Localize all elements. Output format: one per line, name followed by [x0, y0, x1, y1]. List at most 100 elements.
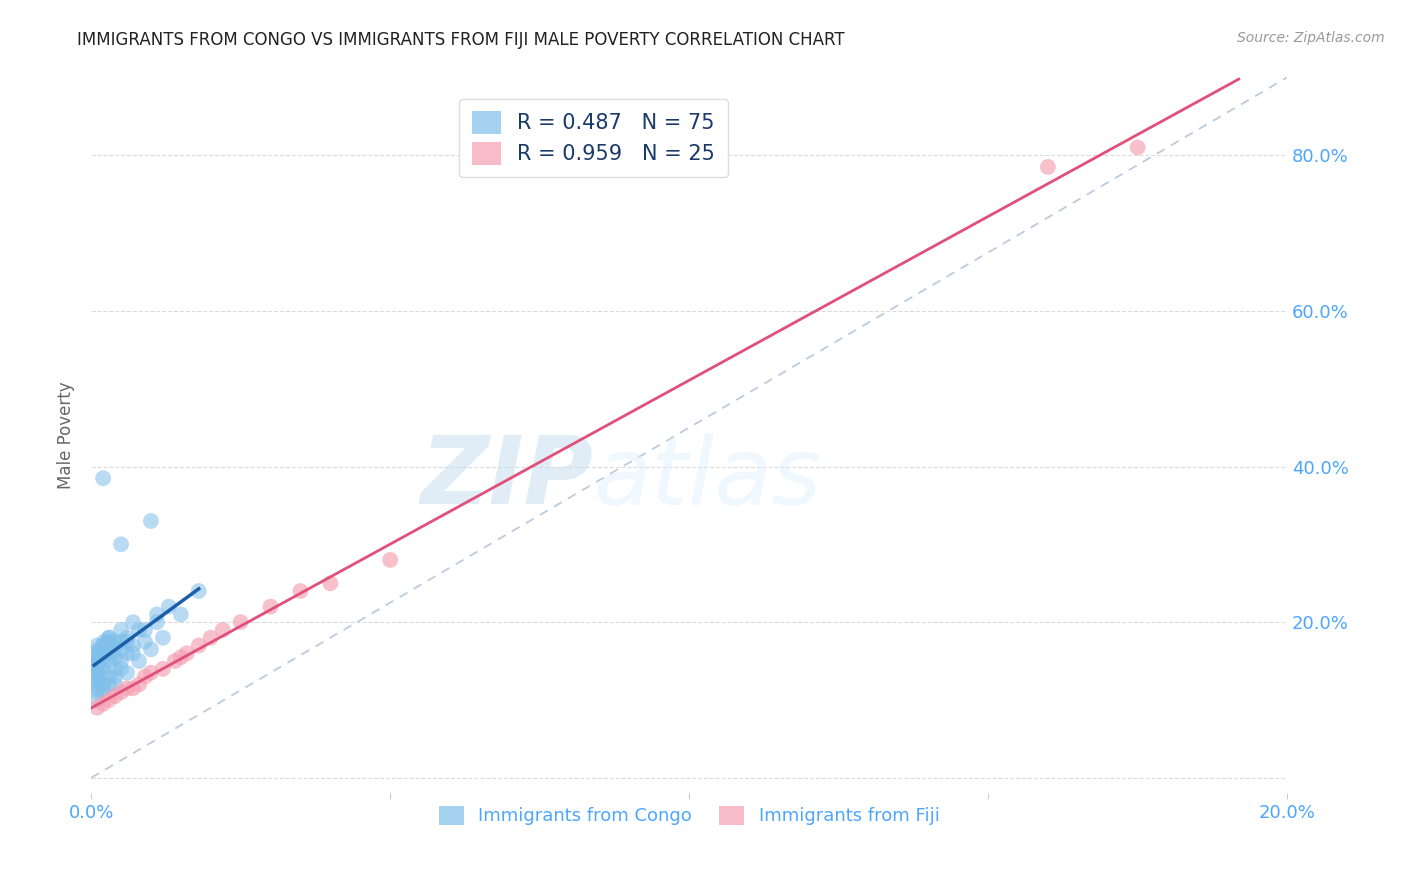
Point	[86, 693, 108, 707]
Point	[163, 654, 186, 668]
Point	[122, 639, 145, 653]
Point	[152, 662, 174, 676]
Point	[122, 681, 145, 696]
Point	[122, 615, 145, 629]
Point	[146, 615, 169, 629]
Point	[98, 631, 121, 645]
Point	[110, 662, 132, 676]
Point	[101, 646, 124, 660]
Point	[84, 662, 107, 676]
Point	[104, 670, 127, 684]
Point	[91, 662, 114, 676]
Point	[170, 607, 193, 622]
Point	[115, 631, 138, 645]
Point	[134, 623, 156, 637]
Point	[110, 654, 132, 668]
Point	[115, 681, 138, 696]
Point	[110, 685, 132, 699]
Point	[104, 650, 127, 665]
Point	[91, 685, 114, 699]
Point	[200, 631, 222, 645]
Point	[89, 650, 111, 665]
Point	[91, 639, 114, 653]
Point	[86, 639, 108, 653]
Point	[115, 634, 138, 648]
Point	[84, 654, 107, 668]
Point	[89, 662, 111, 676]
Point	[91, 654, 114, 668]
Point	[110, 537, 132, 551]
Point	[94, 639, 117, 653]
Point	[104, 639, 127, 653]
Point	[110, 642, 132, 657]
Point	[1036, 160, 1059, 174]
Point	[97, 634, 120, 648]
Point	[98, 693, 121, 707]
Point	[89, 670, 111, 684]
Text: ZIP: ZIP	[420, 433, 593, 524]
Point	[104, 662, 127, 676]
Point	[139, 514, 162, 528]
Point	[115, 646, 138, 660]
Point	[83, 677, 105, 691]
Point	[91, 697, 114, 711]
Point	[152, 631, 174, 645]
Point	[86, 657, 108, 672]
Point	[187, 584, 209, 599]
Point	[87, 654, 110, 668]
Point	[91, 646, 114, 660]
Point	[170, 650, 193, 665]
Point	[90, 646, 112, 660]
Text: Source: ZipAtlas.com: Source: ZipAtlas.com	[1237, 31, 1385, 45]
Point	[104, 677, 127, 691]
Point	[98, 646, 121, 660]
Legend: Immigrants from Congo, Immigrants from Fiji: Immigrants from Congo, Immigrants from F…	[429, 797, 949, 834]
Point	[93, 634, 115, 648]
Point	[128, 623, 150, 637]
Point	[104, 634, 127, 648]
Point	[98, 639, 121, 653]
Point	[98, 677, 121, 691]
Point	[90, 646, 112, 660]
Point	[134, 670, 156, 684]
Text: atlas: atlas	[593, 433, 821, 524]
Point	[128, 677, 150, 691]
Point	[91, 471, 114, 485]
Point	[86, 681, 108, 696]
Point	[115, 665, 138, 680]
Point	[98, 631, 121, 645]
Point	[290, 584, 312, 599]
Point	[91, 681, 114, 696]
Point	[86, 685, 108, 699]
Point	[86, 665, 108, 680]
Point	[98, 670, 121, 684]
Point	[98, 654, 121, 668]
Point	[176, 646, 198, 660]
Point	[91, 642, 114, 657]
Point	[122, 646, 145, 660]
Point	[110, 623, 132, 637]
Point	[87, 654, 110, 668]
Point	[319, 576, 342, 591]
Point	[86, 673, 108, 688]
Point	[94, 639, 117, 653]
Point	[110, 634, 132, 648]
Point	[134, 634, 156, 648]
Point	[229, 615, 252, 629]
Point	[157, 599, 180, 614]
Point	[89, 650, 111, 665]
Text: IMMIGRANTS FROM CONGO VS IMMIGRANTS FROM FIJI MALE POVERTY CORRELATION CHART: IMMIGRANTS FROM CONGO VS IMMIGRANTS FROM…	[77, 31, 845, 49]
Point	[86, 700, 108, 714]
Point	[378, 553, 401, 567]
Point	[86, 650, 108, 665]
Point	[146, 607, 169, 622]
Point	[259, 599, 281, 614]
Point	[83, 670, 105, 684]
Point	[104, 689, 127, 703]
Point	[84, 646, 107, 660]
Point	[87, 642, 110, 657]
Point	[211, 623, 233, 637]
Y-axis label: Male Poverty: Male Poverty	[58, 382, 75, 489]
Point	[139, 642, 162, 657]
Point	[1126, 140, 1149, 154]
